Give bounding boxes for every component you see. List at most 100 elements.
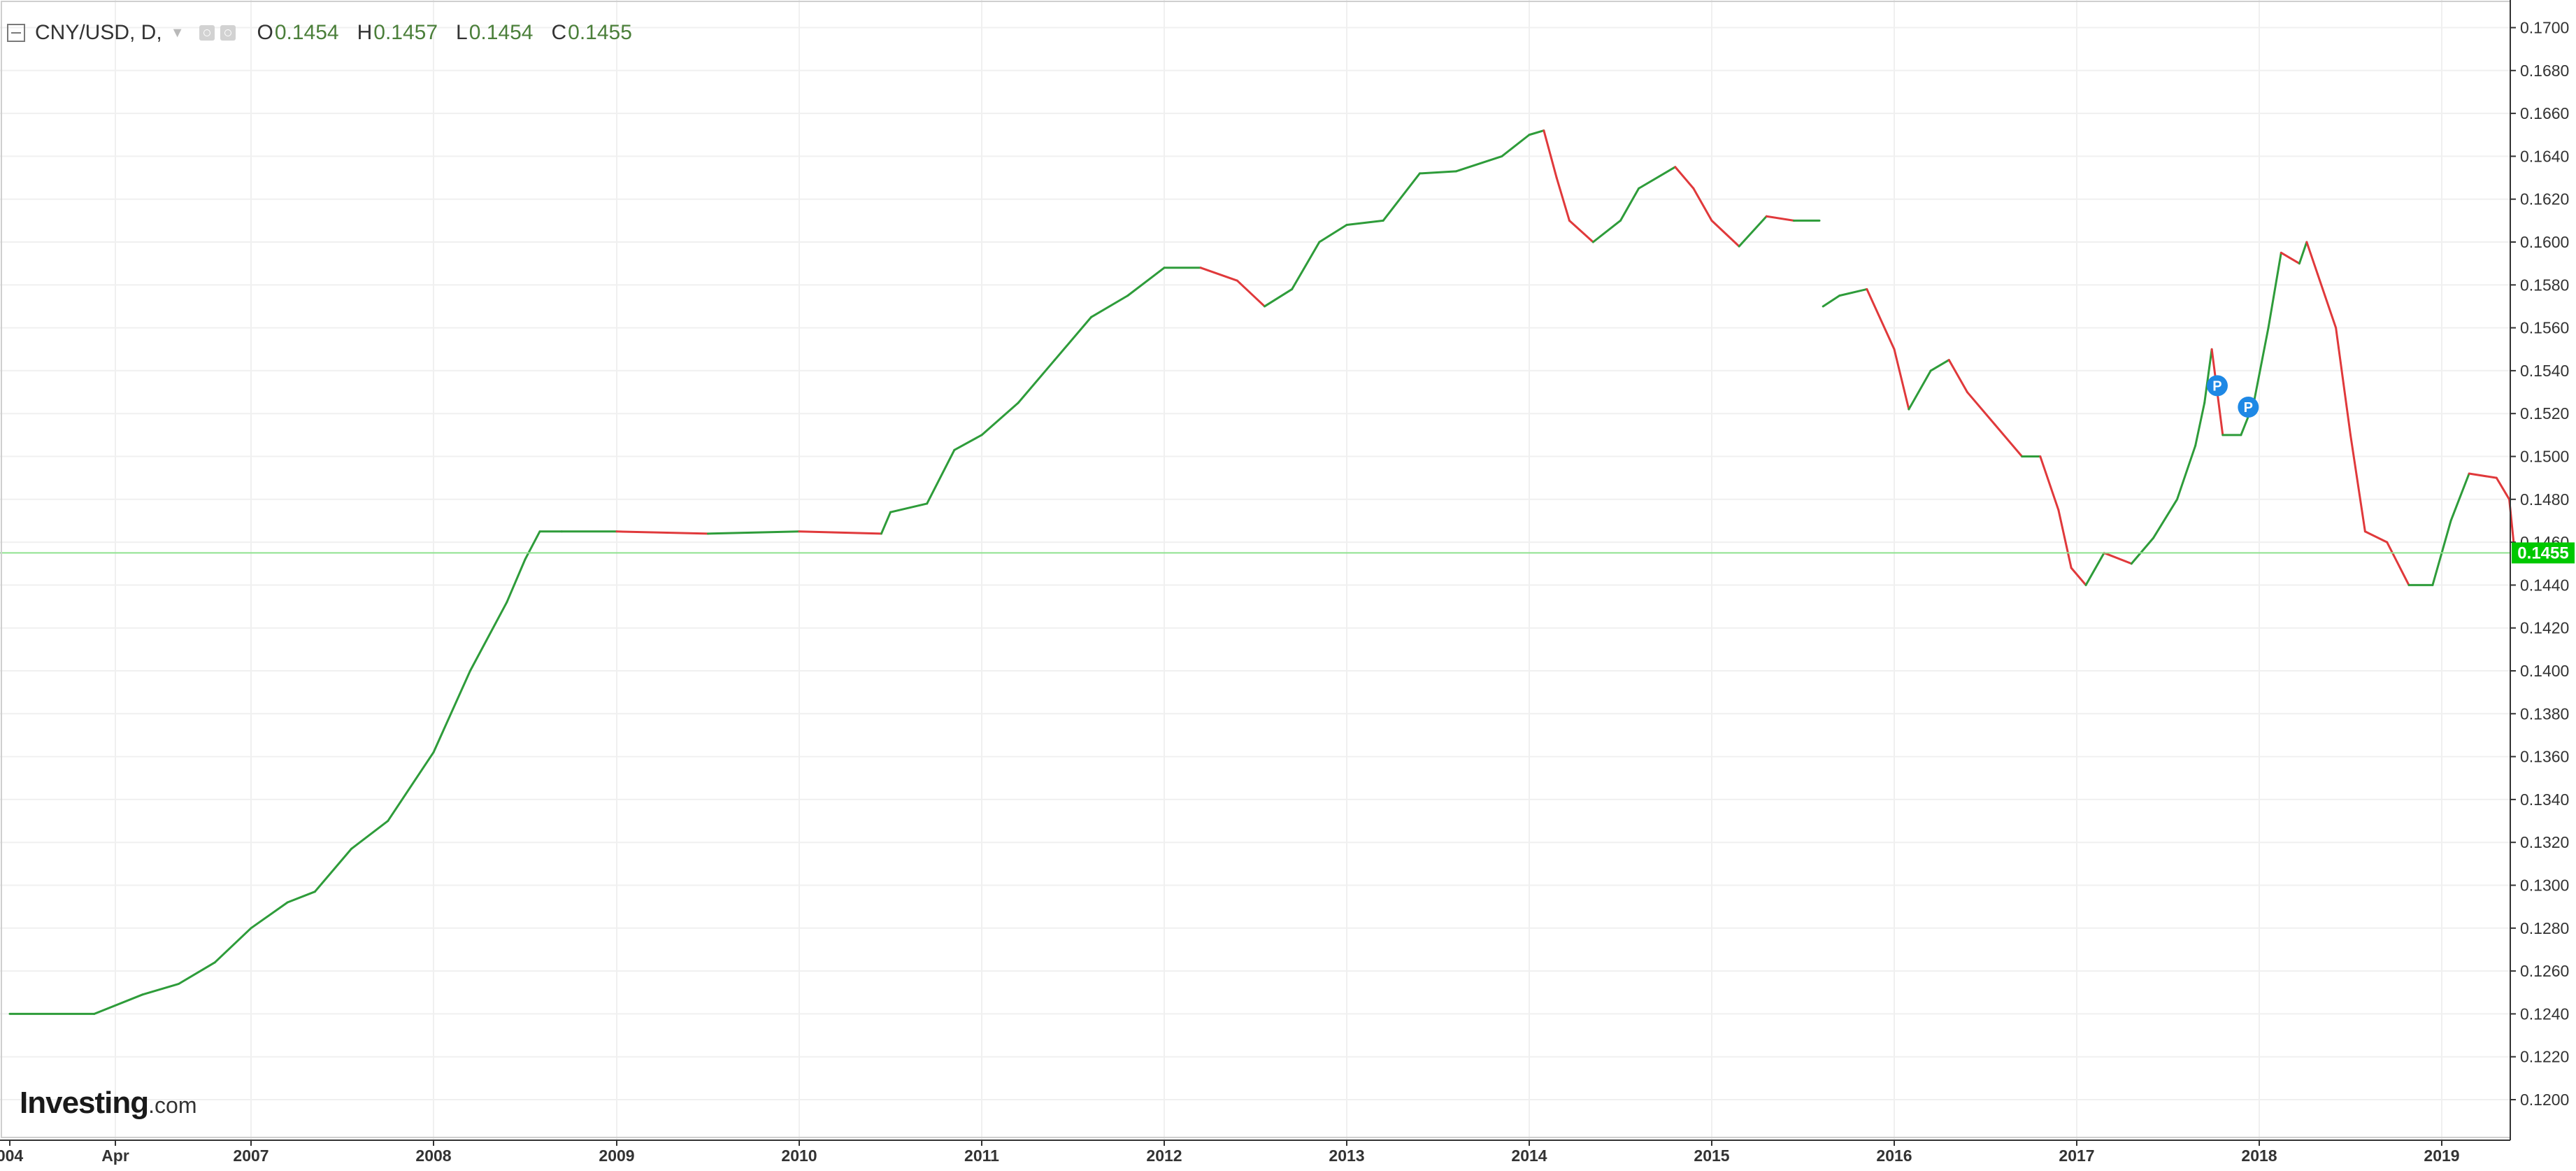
price-segment <box>880 511 892 535</box>
price-segment <box>2363 530 2389 544</box>
price-segment <box>1455 155 1503 173</box>
low-label: L <box>456 21 468 44</box>
price-segment <box>2103 551 2133 565</box>
event-markers[interactable]: PP <box>2206 375 2259 418</box>
price-segment <box>889 502 929 513</box>
price-segment <box>2194 402 2206 447</box>
price-segment <box>2267 251 2282 329</box>
price-segment <box>2039 455 2060 511</box>
price-segment <box>2152 498 2179 539</box>
x-tick-label: 2008 <box>415 1147 451 1165</box>
price-segment <box>2176 444 2197 501</box>
price-segment <box>93 993 144 1015</box>
price-axis[interactable]: 0.1200 0.1220 0.1240 0.1260 0.1280 0.1300 0.13… <box>2510 19 2569 1109</box>
x-tick-label: 2009 <box>599 1147 634 1165</box>
x-tick-label: 2013 <box>1329 1147 1364 1165</box>
settings-icon[interactable] <box>199 25 215 41</box>
y-tick-label: 0.1420 <box>2520 619 2569 637</box>
price-segment <box>1591 219 1622 243</box>
last-price-label: 0.1455 <box>2512 542 2575 564</box>
price-series <box>8 129 2516 1015</box>
price-segment <box>1528 129 1545 136</box>
event-marker-circle[interactable] <box>2238 397 2259 418</box>
price-segment <box>1710 219 1740 248</box>
price-segment <box>2203 348 2213 404</box>
price-segment <box>141 982 180 996</box>
price-segment <box>1382 172 1421 222</box>
x-tick-label: 2011 <box>964 1147 999 1165</box>
price-segment <box>2495 476 2511 501</box>
y-tick-label: 0.1500 <box>2520 448 2569 466</box>
y-tick-label: 0.1540 <box>2520 362 2569 380</box>
price-segment <box>524 530 541 561</box>
y-tick-label: 0.1600 <box>2520 233 2569 251</box>
price-segment <box>2335 327 2352 437</box>
y-tick-label: 0.1360 <box>2520 748 2569 766</box>
price-segment <box>926 448 956 505</box>
time-axis[interactable]: 004 Apr 2007 2008 2009 2010 2011 2012 2013 2014 20… <box>0 1140 2460 1165</box>
price-segment <box>2349 434 2366 533</box>
symbol-title[interactable]: CNY/USD, D, <box>35 21 162 44</box>
price-segment <box>1501 134 1531 157</box>
price-segment <box>1236 279 1266 308</box>
price-segment <box>1765 215 1795 222</box>
price-segment <box>213 927 252 964</box>
price-segment <box>1199 267 1238 282</box>
y-tick-label: 0.1320 <box>2520 833 2569 851</box>
price-segment <box>1822 294 1841 308</box>
price-segment <box>1555 176 1570 222</box>
y-tick-label: 0.1340 <box>2520 790 2569 809</box>
x-tick-label: 2019 <box>2424 1147 2459 1165</box>
y-tick-label: 0.1380 <box>2520 704 2569 723</box>
y-tick-label: 0.1260 <box>2520 962 2569 980</box>
x-tick-label: 2007 <box>233 1147 269 1165</box>
ohlc-values: O 0.1454 H 0.1457 L 0.1454 C 0.1455 <box>257 21 650 45</box>
price-segment <box>350 820 389 850</box>
open-value: 0.1454 <box>274 21 339 44</box>
y-tick-label: 0.1440 <box>2520 576 2569 594</box>
price-segment <box>615 530 709 535</box>
price-segment <box>1264 288 1294 308</box>
price-segment <box>1291 241 1321 290</box>
y-tick-label: 0.1300 <box>2520 877 2569 895</box>
event-marker-label: P <box>2244 400 2253 416</box>
y-tick-label: 0.1240 <box>2520 1005 2569 1023</box>
vertical-grid <box>115 0 2442 1140</box>
x-tick-label: Apr <box>101 1147 129 1165</box>
chevron-down-icon[interactable]: ▼ <box>170 24 185 41</box>
price-segment <box>980 402 1019 437</box>
price-segment <box>1738 215 1768 248</box>
last-price-badge <box>2512 542 2575 564</box>
low-value: 0.1454 <box>468 21 534 44</box>
price-segment <box>1619 187 1640 222</box>
high-value: 0.1457 <box>373 21 438 44</box>
price-segment <box>250 901 289 930</box>
price-segment <box>707 530 801 535</box>
logo-brand: Investing <box>20 1086 149 1120</box>
x-tick-label: 2012 <box>1146 1147 1182 1165</box>
price-segment <box>2317 273 2338 329</box>
price-segment <box>2449 472 2470 522</box>
price-segment <box>2057 509 2073 569</box>
high-label: H <box>357 21 373 44</box>
x-tick-label: 2010 <box>781 1147 817 1165</box>
price-segment <box>1966 391 1996 426</box>
price-segment <box>2070 567 2087 586</box>
price-segment <box>798 530 882 535</box>
y-tick-label: 0.1520 <box>2520 404 2569 423</box>
price-segment <box>1929 359 1950 372</box>
price-segment <box>468 601 508 672</box>
price-segment <box>286 890 316 904</box>
event-marker-circle[interactable] <box>2206 375 2228 397</box>
hide-series-icon[interactable] <box>220 25 236 41</box>
y-tick-label: 0.1480 <box>2520 490 2569 509</box>
price-segment <box>1017 359 1056 404</box>
collapse-legend-icon[interactable] <box>7 24 25 42</box>
open-label: O <box>257 21 273 44</box>
price-segment <box>1053 315 1093 362</box>
x-tick-label: 2017 <box>2059 1147 2094 1165</box>
price-segment <box>2130 537 2155 565</box>
x-tick-label: 2016 <box>1876 1147 1912 1165</box>
price-segment <box>2252 327 2270 404</box>
